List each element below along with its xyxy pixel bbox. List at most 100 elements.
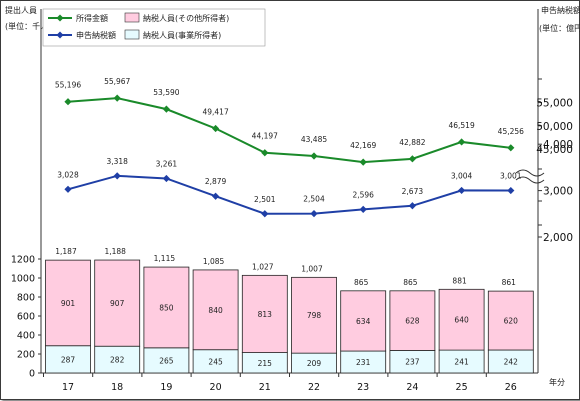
bar-total-label: 881 bbox=[452, 276, 467, 285]
legend-business-swatch bbox=[124, 29, 140, 40]
legend-business-label: 納税人員(事業所得者) bbox=[143, 30, 221, 40]
bar-other-label: 850 bbox=[159, 303, 174, 312]
series-point bbox=[408, 202, 416, 210]
x-tick-label: 23 bbox=[357, 382, 369, 393]
legend-other-label: 納税人員(その他所得者) bbox=[143, 13, 229, 23]
series-point bbox=[113, 172, 121, 180]
series-point-label: 3,004 bbox=[451, 171, 473, 180]
series-point bbox=[507, 186, 515, 195]
series-point-label: 46,519 bbox=[448, 121, 474, 130]
left-tick-label: 200 bbox=[17, 350, 35, 361]
series-point bbox=[64, 185, 72, 193]
axis-break-bottom bbox=[515, 176, 545, 184]
series-line bbox=[67, 97, 511, 164]
series-point bbox=[162, 174, 170, 183]
legend-box bbox=[42, 8, 266, 47]
x-tick-label: 22 bbox=[308, 382, 320, 393]
bar-total-label: 1,027 bbox=[252, 262, 274, 271]
x-tick-label: 21 bbox=[259, 382, 271, 393]
legend-other-swatch bbox=[124, 12, 140, 23]
series-point bbox=[212, 192, 220, 200]
bar-other bbox=[94, 259, 141, 347]
series-point-label: 42,169 bbox=[350, 141, 376, 150]
bar-business-label: 265 bbox=[159, 356, 174, 365]
x-tick-label: 24 bbox=[406, 382, 418, 393]
lines: 55,196 55,967 53,590 49,417 44,197 43,485 42,1… bbox=[55, 77, 524, 218]
left-axis-title: 提出人員 bbox=[5, 5, 37, 15]
bar-other-label: 628 bbox=[405, 317, 420, 326]
right-axis-unit: (単位：億円) bbox=[539, 23, 580, 33]
series-point bbox=[261, 210, 269, 218]
x-tick-label: 17 bbox=[62, 382, 74, 393]
series-line bbox=[67, 174, 511, 215]
series-point bbox=[113, 94, 121, 102]
series-point-label: 45,256 bbox=[498, 127, 524, 136]
x-ticks: 17 18 19 20 21 22 23 24 25 26 bbox=[43, 373, 517, 393]
bar-business-label: 241 bbox=[454, 358, 469, 367]
legend-tax-marker bbox=[56, 31, 64, 39]
series-point-label: 3,261 bbox=[156, 159, 178, 168]
bar-other bbox=[487, 290, 534, 351]
right-tick-label: 4,000 bbox=[543, 139, 573, 151]
series-point bbox=[310, 152, 318, 160]
x-tick-label: 18 bbox=[111, 382, 123, 393]
series-point bbox=[212, 124, 220, 133]
right-tick-label: 2,000 bbox=[543, 232, 573, 244]
bar-business-label: 287 bbox=[61, 355, 76, 364]
bar-business-label: 242 bbox=[504, 358, 519, 367]
bars: 287 901 1,187 282 907 1,188 265 850 1,115 245 840 1… bbox=[45, 247, 534, 374]
x-tick-label: 25 bbox=[456, 382, 468, 393]
series-point-label: 3,028 bbox=[57, 170, 79, 179]
bar-total-label: 1,085 bbox=[203, 257, 225, 266]
series-point-label: 2,879 bbox=[205, 177, 227, 186]
series-point-label: 2,504 bbox=[303, 195, 325, 204]
series-point bbox=[310, 210, 318, 218]
bar-business-label: 245 bbox=[208, 357, 223, 366]
x-tick-label: 20 bbox=[210, 382, 222, 393]
series-point bbox=[359, 205, 367, 213]
right-tick-label: 45,000 bbox=[536, 144, 573, 156]
bar-business bbox=[143, 347, 190, 374]
series-point-label: 3,001 bbox=[500, 172, 522, 181]
bar-other-label: 620 bbox=[504, 317, 519, 326]
legend: 所得金額 申告納税額 納税人員(その他所得者) 納税人員(事業所得者) bbox=[42, 8, 266, 47]
bar-other-label: 901 bbox=[61, 299, 76, 308]
bar-other-label: 634 bbox=[356, 317, 371, 326]
series-point-label: 49,417 bbox=[202, 108, 228, 117]
bar-total-label: 861 bbox=[502, 278, 517, 287]
bar-business-label: 209 bbox=[307, 359, 322, 368]
left-tick-label: 800 bbox=[17, 293, 35, 304]
left-tick-label: 600 bbox=[17, 312, 35, 323]
legend-tax-label: 申告納税額 bbox=[76, 30, 116, 40]
series-point bbox=[507, 144, 515, 152]
bar-business-label: 215 bbox=[258, 359, 273, 368]
bar-total-label: 865 bbox=[354, 278, 369, 287]
bar-other-label: 813 bbox=[258, 310, 273, 319]
series-point bbox=[408, 155, 416, 163]
right-axis-title: 申告納税額 bbox=[541, 5, 580, 15]
series-point bbox=[162, 105, 170, 113]
series-point-label: 44,197 bbox=[252, 132, 278, 141]
bar-total-label: 1,188 bbox=[104, 247, 126, 256]
bar-business bbox=[94, 345, 141, 374]
series-point-label: 3,318 bbox=[106, 157, 128, 166]
series-point bbox=[458, 186, 466, 195]
bar-other bbox=[389, 290, 436, 351]
bar-business bbox=[45, 345, 91, 374]
series-point-label: 42,882 bbox=[399, 138, 425, 147]
x-tick-label: 19 bbox=[160, 382, 172, 393]
series-point-label: 2,673 bbox=[402, 187, 424, 196]
series-point bbox=[64, 98, 72, 106]
bar-other-label: 840 bbox=[208, 306, 223, 315]
bar-total-label: 865 bbox=[403, 278, 418, 287]
bar-other bbox=[438, 288, 485, 351]
left-tick-label: 1000 bbox=[11, 274, 35, 285]
bar-total-label: 1,115 bbox=[154, 254, 176, 263]
x-tick-label: 26 bbox=[505, 382, 517, 393]
legend-income-label: 所得金額 bbox=[76, 13, 108, 23]
bar-other bbox=[192, 269, 239, 351]
axis-break-top bbox=[515, 169, 545, 177]
series-point bbox=[359, 158, 367, 166]
